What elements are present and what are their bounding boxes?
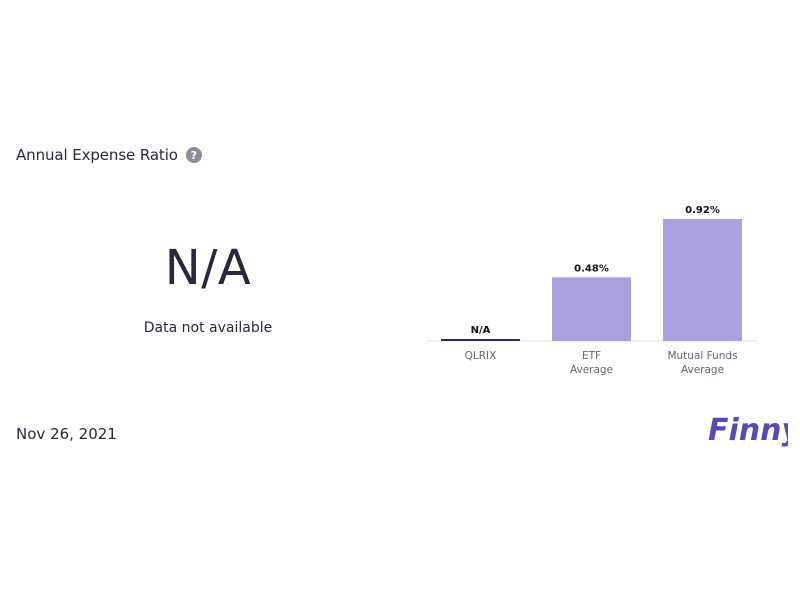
bar-value-label-2: 0.92% (685, 205, 720, 216)
bar-2 (663, 219, 742, 341)
category-tick-label-1-1: Average (570, 364, 613, 376)
help-question-icon[interactable]: ? (185, 147, 202, 163)
bar-na-0 (441, 339, 520, 341)
category-tick-label-1-0: ETF (582, 350, 601, 362)
category-tick-label-0-0: QLRIX (465, 350, 497, 362)
title-row: Annual Expense Ratio ? (16, 146, 202, 164)
category-tick-label-2-1: Average (681, 364, 724, 376)
chart-title: Annual Expense Ratio (16, 146, 178, 164)
category-tick-label-2-0: Mutual Funds (667, 350, 737, 362)
finny-logo-text: Finny (708, 413, 788, 448)
finny-logo[interactable]: Finny (708, 410, 788, 458)
expense-ratio-value: N/A (164, 240, 252, 296)
as-of-date: Nov 26, 2021 (16, 425, 117, 443)
expense-ratio-bar-chart: N/A QLRIX 0.48% ETF Average 0.92% Mutual Funds… (426, 205, 758, 376)
bar-value-label-1: 0.48% (574, 263, 609, 274)
expense-ratio-subtitle: Data not available (143, 320, 273, 336)
bar-1 (552, 277, 631, 341)
bar-value-label-0: N/A (471, 325, 491, 336)
